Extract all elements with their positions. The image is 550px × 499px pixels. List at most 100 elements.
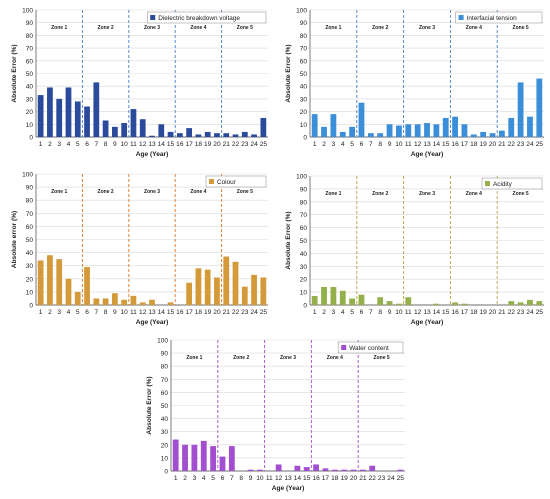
zone-label: Zone 3 [419,191,435,197]
x-tick-label: 3 [332,309,336,316]
bar [405,297,412,305]
bar [182,444,188,471]
x-tick-label: 17 [185,309,193,316]
y-tick-label: 20 [300,109,308,116]
bar [257,469,263,471]
x-tick-label: 18 [195,309,203,316]
x-tick-label: 3 [193,475,197,482]
bar [214,277,220,305]
bar [200,440,207,471]
x-tick-label: 8 [104,141,108,148]
y-tick-label: 0 [29,135,33,142]
bar [294,465,301,471]
bar [65,278,72,305]
x-tick-label: 2 [322,141,326,148]
zone-label: Zone 3 [144,189,160,195]
x-tick-label: 7 [369,141,373,148]
bar [498,130,505,137]
bar [214,133,220,137]
zone-label: Zone 4 [327,355,343,361]
y-tick-label: 30 [161,429,169,436]
legend-label: Colour [217,179,237,186]
x-tick-label: 6 [221,475,225,482]
y-tick-label: 60 [300,58,308,65]
y-axis-title: Absolute error (%) [11,211,18,269]
x-tick-label: 9 [113,309,117,316]
y-tick-label: 0 [164,469,168,476]
x-tick-label: 3 [332,141,336,148]
bar [396,303,402,305]
x-tick-label: 2 [322,309,326,316]
bar [313,464,319,471]
bar [251,134,257,137]
bar [311,295,318,305]
bar [232,261,239,305]
zone-label: Zone 2 [98,25,114,31]
zone-label: Zone 5 [513,191,529,197]
legend-swatch [485,181,490,186]
legend-box [337,341,404,354]
x-tick-label: 21 [359,475,367,482]
x-tick-label: 23 [241,141,249,148]
y-tick-label: 60 [300,225,308,232]
y-tick-label: 100 [296,174,307,181]
bar [232,134,239,137]
x-tick-label: 20 [213,309,221,316]
x-tick-label: 23 [378,475,386,482]
bar [84,267,90,305]
zone-label: Zone 1 [186,355,202,361]
bar [275,464,282,471]
legend-label: Dielectric breakdown voltage [158,15,240,22]
bar [452,302,458,305]
x-tick-label: 12 [414,141,422,148]
bar [527,299,533,305]
chart-water-content: 0 10 20 30 40 50 60 70 80 90 100 Zone 1 Zone 2 Zone 3… [146,338,405,492]
x-tick-label: 15 [167,141,175,148]
bar [517,82,524,137]
x-tick-label: 9 [388,141,392,148]
y-tick-label: 100 [296,8,307,15]
zone-label: Zone 5 [237,25,253,31]
bar [172,439,179,471]
bar [56,259,63,305]
bar [331,469,338,471]
x-tick-label: 17 [461,309,469,316]
x-tick-label: 18 [470,141,478,148]
bar [139,302,146,305]
x-tick-label: 19 [479,309,487,316]
bar [414,124,421,137]
y-tick-label: 90 [300,186,308,193]
x-tick-label: 20 [350,475,358,482]
zone-label: Zone 3 [419,25,435,31]
x-tick-label: 1 [313,309,317,316]
legend-box [481,177,543,190]
x-tick-label: 12 [139,309,147,316]
x-tick-label: 11 [405,309,412,316]
x-tick-label: 13 [148,141,156,148]
bar [167,302,174,305]
x-tick-label: 9 [249,475,253,482]
zone-label: Zone 1 [325,191,341,197]
x-axis-title: Age (Year) [136,319,169,326]
x-tick-label: 14 [294,475,302,482]
y-axis-title: Absolute Error (%) [285,211,292,269]
x-tick-label: 1 [313,141,317,148]
x-tick-label: 15 [442,141,450,148]
bar [386,124,393,137]
bar [527,116,533,137]
bar [102,298,109,305]
y-tick-label: 80 [300,33,308,40]
bar [330,114,337,137]
x-tick-label: 19 [204,309,212,316]
x-tick-label: 25 [536,141,544,148]
bar [204,269,211,305]
x-tick-label: 12 [275,475,283,482]
chart-interfacial-tension: 0 10 20 30 40 50 60 70 80 90 100 Zone 1 Zone 2 Zone 3… [285,8,544,158]
x-tick-label: 22 [508,309,516,316]
y-tick-label: 50 [26,237,34,244]
y-tick-label: 10 [26,289,34,296]
x-tick-label: 17 [461,141,469,148]
bar [130,109,137,137]
x-tick-label: 4 [67,309,71,316]
bar [470,134,477,137]
